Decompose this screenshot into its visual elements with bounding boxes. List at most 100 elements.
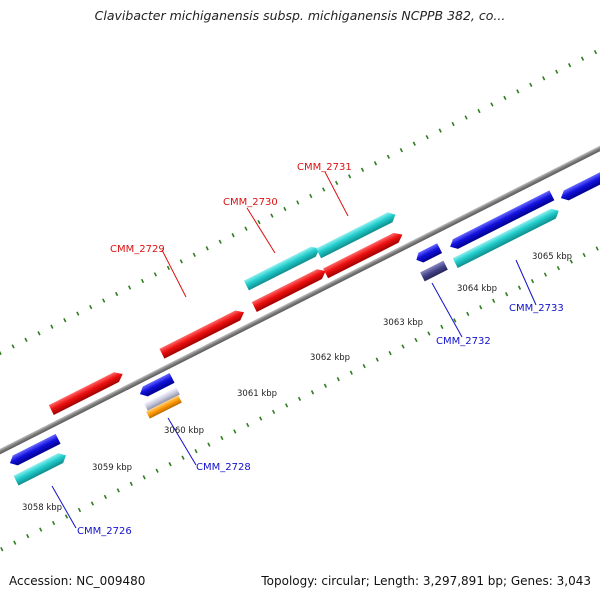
minor-tick <box>516 89 520 94</box>
topology-summary: Topology: circular; Length: 3,297,891 bp… <box>261 574 591 588</box>
minor-tick <box>593 50 598 55</box>
gene-label-cmm-2730[interactable]: CMM_2730 <box>223 197 278 208</box>
minor-tick <box>89 304 93 310</box>
minor-tick <box>259 416 263 421</box>
scale-label-3063: 3063 kbp <box>383 318 423 328</box>
minor-tick <box>322 187 326 192</box>
accession-label: Accession: NC_009480 <box>9 574 146 588</box>
minor-tick <box>270 213 274 218</box>
minor-tick <box>580 56 585 61</box>
scale-label-3061: 3061 kbp <box>237 389 277 399</box>
gene-feature-cyan[interactable] <box>316 210 398 259</box>
minor-tick <box>360 167 365 172</box>
gene-feature-red[interactable] <box>48 369 125 415</box>
gene-label-cmm-2733[interactable]: CMM_2733 <box>509 303 564 314</box>
minor-tick <box>503 95 507 101</box>
gene-feature-cmm-2732[interactable] <box>414 243 443 265</box>
minor-tick <box>0 350 2 356</box>
minor-tick <box>116 488 120 493</box>
gene-feature-cmm-2731[interactable] <box>323 230 405 279</box>
minor-tick <box>555 69 559 74</box>
minor-tick <box>310 390 315 395</box>
minor-tick <box>90 501 95 506</box>
minor-tick <box>438 128 442 133</box>
minor-tick <box>543 272 548 277</box>
gene-label-cmm-2731[interactable]: CMM_2731 <box>297 162 352 173</box>
gene-feature-cmm-2726[interactable] <box>13 450 69 486</box>
minor-tick <box>102 298 106 303</box>
minor-tick <box>399 148 404 153</box>
minor-tick <box>26 533 30 539</box>
minor-tick <box>220 435 224 441</box>
minor-tick <box>114 291 119 297</box>
minor-tick <box>140 278 145 284</box>
minor-tick <box>181 455 185 460</box>
minor-tick <box>0 547 4 552</box>
gene-feature-blue[interactable] <box>558 168 600 203</box>
gene-feature-cmm-2730[interactable] <box>251 266 328 312</box>
minor-tick <box>155 468 159 473</box>
minor-tick <box>129 481 133 486</box>
minor-tick <box>76 311 80 316</box>
minor-tick <box>233 429 237 434</box>
minor-tick <box>179 259 183 264</box>
minor-tick <box>517 285 522 290</box>
minor-tick <box>451 121 455 127</box>
minor-tick <box>569 259 573 264</box>
scale-label-3059: 3059 kbp <box>92 463 132 473</box>
gene-feature-blue[interactable] <box>7 433 61 468</box>
gene-label-cmm-2726[interactable]: CMM_2726 <box>77 526 132 537</box>
label-line-cmm-2729 <box>161 249 187 298</box>
minor-tick <box>464 115 468 120</box>
minor-tick <box>412 141 416 146</box>
minor-tick <box>283 206 287 212</box>
minor-tick <box>192 252 196 257</box>
minor-tick <box>334 180 339 186</box>
minor-tick <box>39 527 43 532</box>
minor-tick <box>477 108 481 114</box>
minor-tick <box>490 102 494 107</box>
minor-tick <box>246 422 250 428</box>
scale-label-3065: 3065 kbp <box>532 252 572 262</box>
gene-feature-cmm-2729[interactable] <box>159 307 246 359</box>
minor-tick <box>231 233 235 238</box>
minor-tick <box>296 200 300 205</box>
label-line-cmm-2733 <box>515 259 537 306</box>
minor-tick <box>556 265 561 271</box>
gene-feature-cyan[interactable] <box>243 244 322 291</box>
minor-tick <box>386 154 391 159</box>
scale-label-3060: 3060 kbp <box>164 426 204 436</box>
minor-tick <box>336 377 340 382</box>
scale-label-3064: 3064 kbp <box>457 284 497 294</box>
minor-tick <box>142 475 146 480</box>
gene-label-cmm-2729[interactable]: CMM_2729 <box>110 244 165 255</box>
gene-feature-orange[interactable] <box>146 395 182 419</box>
minor-tick <box>362 364 366 369</box>
minor-tick <box>194 449 198 454</box>
minor-tick <box>24 337 28 342</box>
gene-feature-cmm-2733[interactable] <box>452 206 561 269</box>
minor-tick <box>388 350 392 356</box>
minor-tick <box>349 370 353 375</box>
gene-label-cmm-2728[interactable]: CMM_2728 <box>196 462 251 473</box>
minor-tick <box>51 520 56 526</box>
label-line-cmm-2730 <box>246 207 276 254</box>
minor-tick <box>11 344 15 349</box>
gene-feature-blue[interactable] <box>448 190 555 251</box>
minor-tick <box>218 239 222 244</box>
gene-feature-silver[interactable] <box>144 387 180 411</box>
chromosome-backbone <box>0 144 600 456</box>
minor-tick <box>595 246 599 251</box>
gene-feature-cmm-2728[interactable] <box>137 372 175 399</box>
gene-feature-slate[interactable] <box>420 260 448 282</box>
minor-tick <box>309 193 313 199</box>
gene-label-cmm-2732[interactable]: CMM_2732 <box>436 336 491 347</box>
minor-tick <box>375 357 379 362</box>
minor-tick <box>427 331 431 336</box>
minor-tick <box>64 514 69 519</box>
minor-tick <box>529 82 533 87</box>
minor-tick <box>297 396 302 401</box>
minor-tick <box>244 226 248 231</box>
